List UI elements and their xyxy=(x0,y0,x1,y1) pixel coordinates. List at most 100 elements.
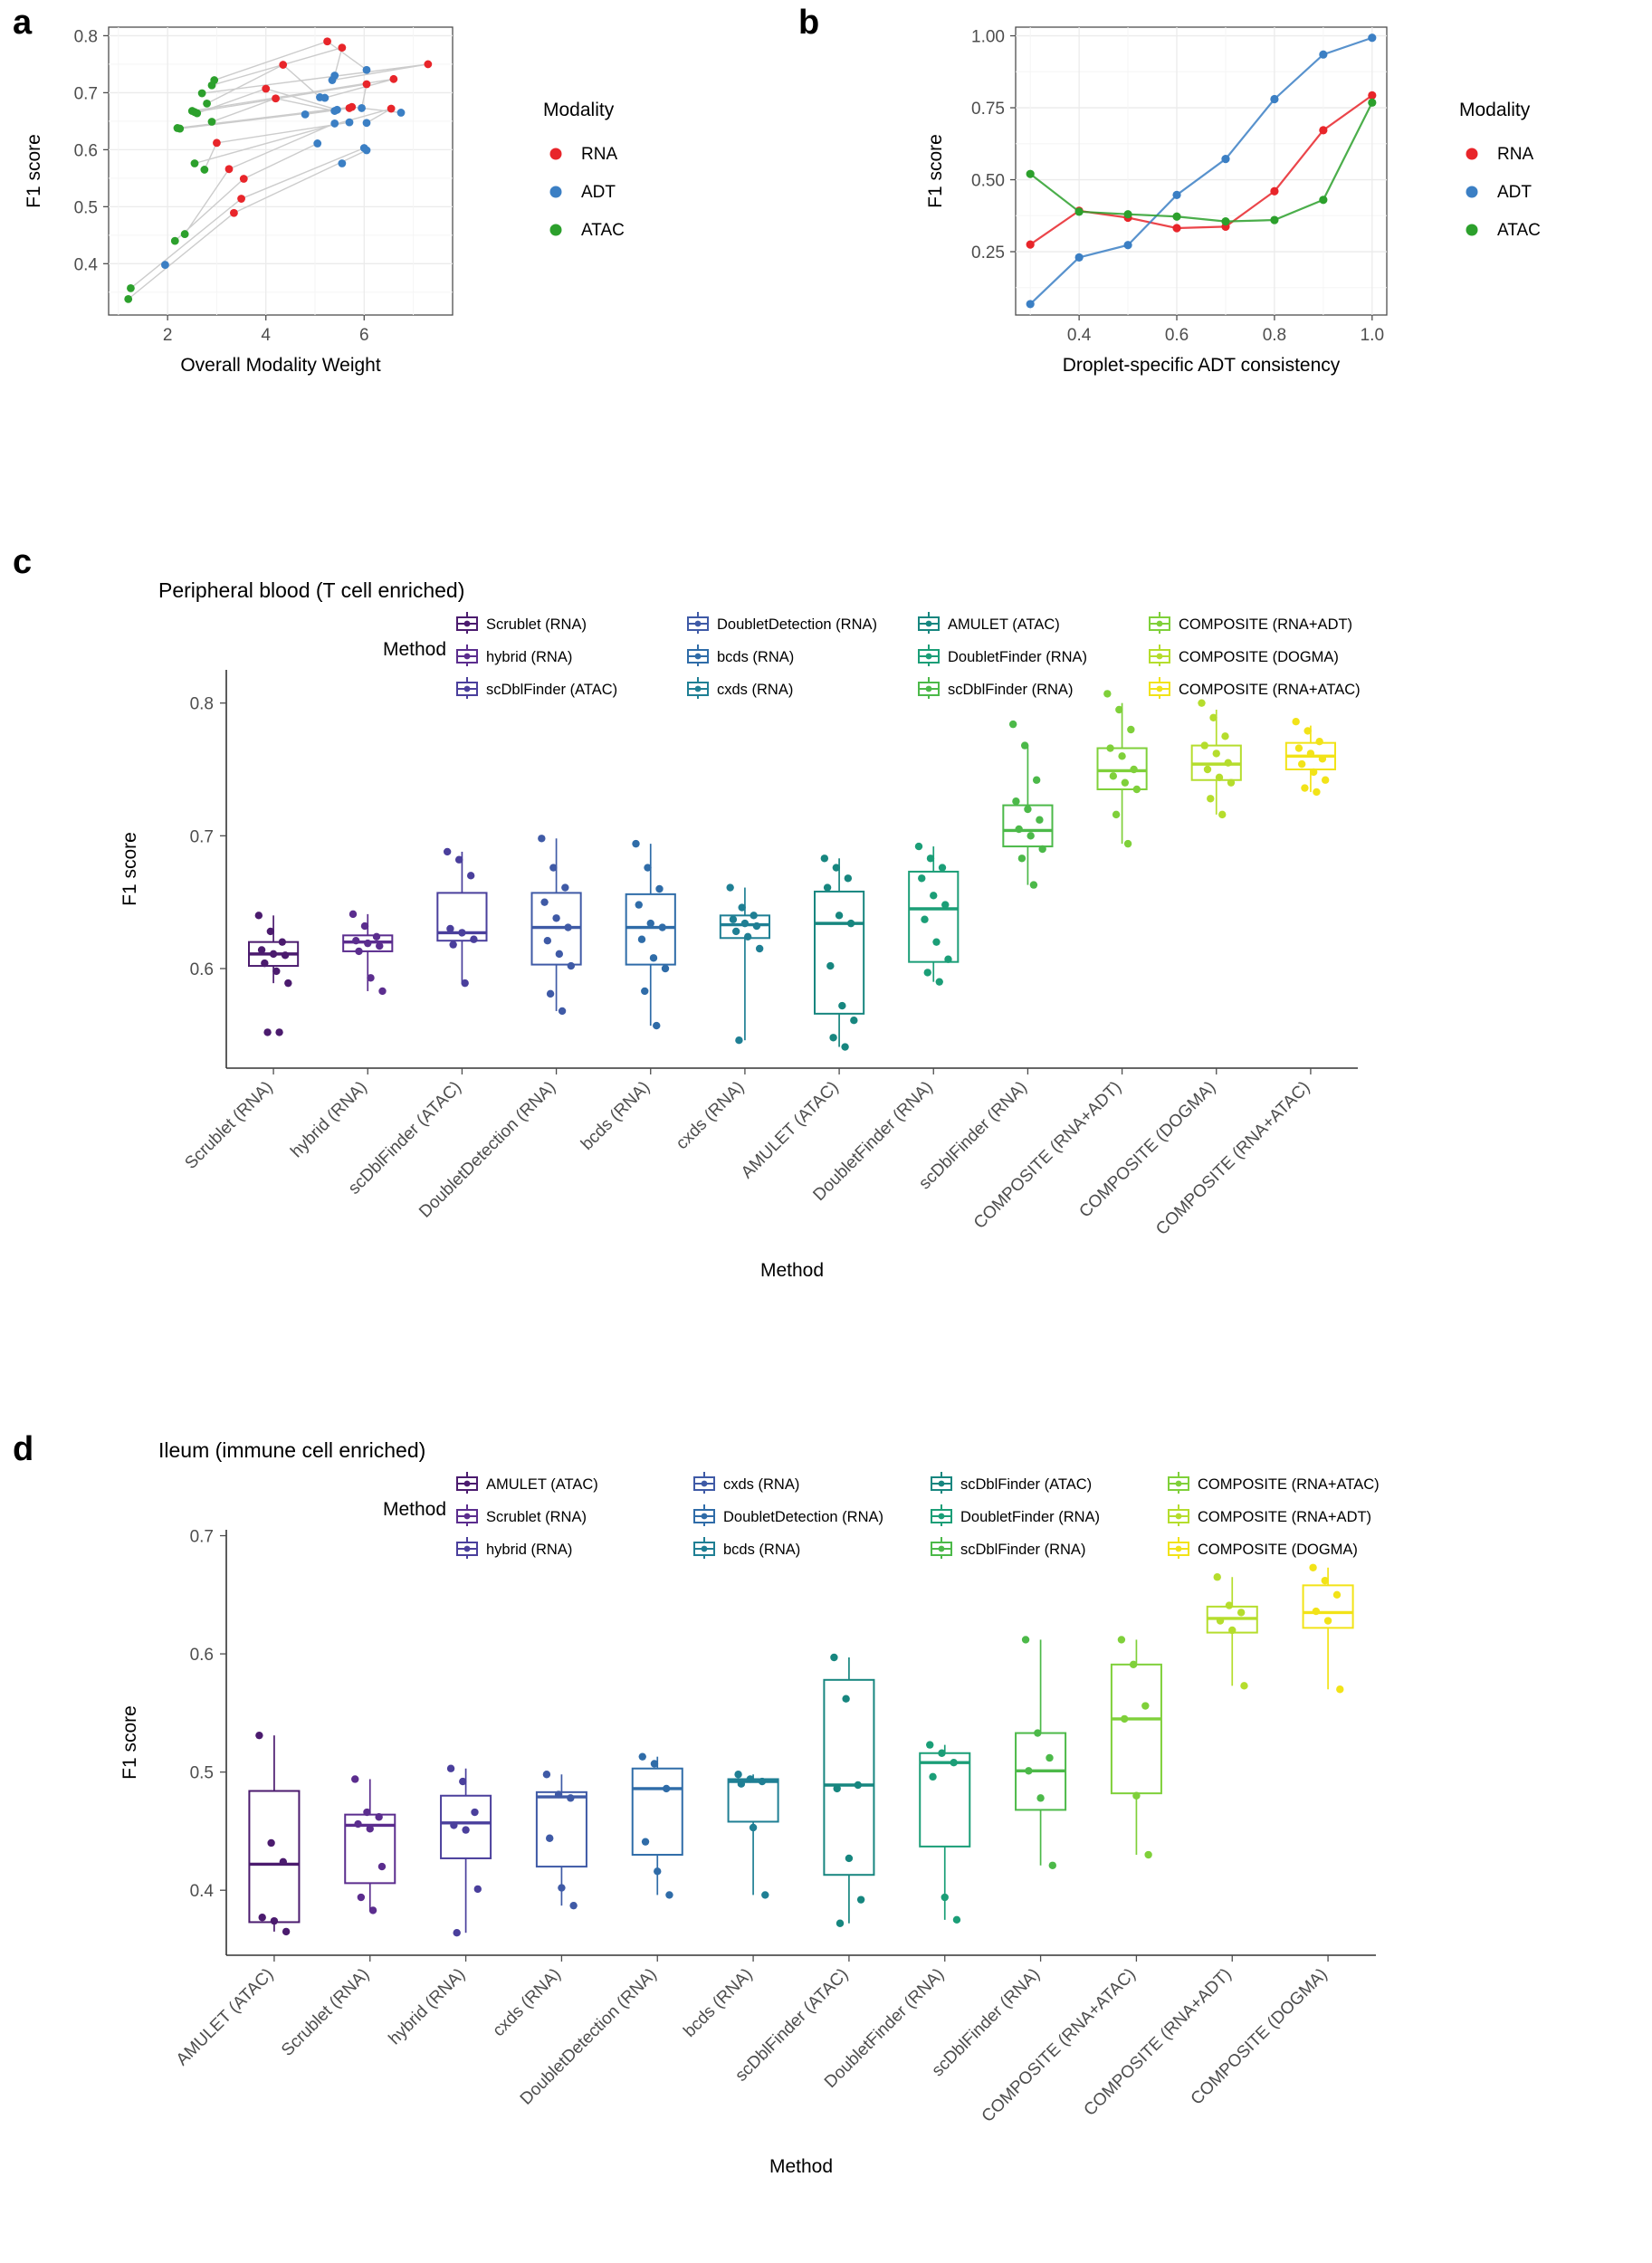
boxplot-group xyxy=(625,839,676,1030)
jitter-point xyxy=(461,979,469,988)
jitter-point xyxy=(1303,727,1312,735)
legend-point xyxy=(463,685,471,692)
jitter-point xyxy=(1121,1714,1129,1724)
jitter-point xyxy=(1132,785,1141,794)
jitter-point xyxy=(453,1928,461,1937)
y-tick-label: 0.25 xyxy=(971,243,1005,263)
line-atac xyxy=(1029,101,1373,223)
jitter-point xyxy=(564,923,572,931)
jitter-point xyxy=(1213,1573,1221,1581)
data-point-rna xyxy=(389,74,398,83)
data-point-atac xyxy=(200,166,209,174)
jitter-point xyxy=(1012,797,1020,806)
legend-point xyxy=(463,1513,471,1520)
boxplot-group xyxy=(814,855,865,1051)
jitter-point xyxy=(1117,1636,1126,1644)
data-point-adt xyxy=(362,119,371,128)
jitter-point xyxy=(1144,1850,1152,1859)
y-tick-label: 0.5 xyxy=(74,198,98,217)
legend-point xyxy=(938,1545,945,1552)
legend-label: DoubletDetection (RNA) xyxy=(717,616,877,633)
jitter-point xyxy=(1123,839,1132,848)
y-axis-title: F1 score xyxy=(24,134,44,208)
jitter-point xyxy=(1024,805,1032,814)
jitter-point xyxy=(1130,765,1138,774)
legend-label: bcds (RNA) xyxy=(723,1542,800,1558)
jitter-point xyxy=(368,1906,377,1914)
legend-label: hybrid (RNA) xyxy=(486,649,572,665)
boxplot-group xyxy=(436,847,488,988)
x-tick-label: 0.4 xyxy=(1067,326,1092,345)
x-tick-label: COMPOSITE (RNA+ATAC) xyxy=(979,1965,1140,2126)
panel-d-letter: d xyxy=(13,1430,34,1468)
data-point-adt xyxy=(328,76,337,84)
data-point-adt xyxy=(1172,190,1181,199)
boxplot-group xyxy=(919,1741,971,1924)
jitter-point xyxy=(443,847,452,856)
jitter-point xyxy=(546,989,555,998)
jitter-point xyxy=(752,921,761,931)
jitter-point xyxy=(1309,1563,1317,1571)
boxplot-group xyxy=(530,835,582,1016)
jitter-point xyxy=(929,1772,937,1781)
jitter-point xyxy=(1312,1607,1321,1616)
jitter-point xyxy=(1103,690,1112,698)
data-point-atac xyxy=(1026,169,1035,178)
boxplot-group xyxy=(1002,720,1054,889)
box xyxy=(908,870,960,963)
jitter-point xyxy=(832,864,841,872)
jitter-point xyxy=(926,1741,934,1749)
legend-label: bcds (RNA) xyxy=(717,649,794,665)
legend-point xyxy=(1175,1513,1182,1520)
jitter-point xyxy=(459,1777,467,1786)
jitter-point xyxy=(1025,1767,1033,1775)
panel-c-letter: c xyxy=(13,543,33,581)
boxplot-group xyxy=(1110,1636,1162,1859)
jitter-point xyxy=(282,1927,291,1936)
legend-label: COMPOSITE (DOGMA) xyxy=(1198,1542,1358,1558)
legend-title: Method xyxy=(383,639,446,660)
legend-key xyxy=(1149,612,1170,634)
jitter-point xyxy=(1048,1861,1056,1869)
jitter-point xyxy=(1321,776,1330,784)
data-point-rna xyxy=(323,37,331,46)
y-tick-label: 0.8 xyxy=(74,27,98,46)
x-tick-label: cxds (RNA) xyxy=(673,1078,749,1154)
x-tick-label: hybrid (RNA) xyxy=(287,1078,370,1161)
jitter-point xyxy=(1309,768,1318,777)
legend-key xyxy=(1168,1537,1189,1559)
data-point-atac xyxy=(197,89,206,98)
jitter-point xyxy=(554,1790,563,1799)
jitter-point xyxy=(378,987,387,996)
x-axis-title: Method xyxy=(760,1260,824,1281)
jitter-point xyxy=(950,1758,958,1767)
jitter-point xyxy=(266,927,275,936)
panel-d-chart: Ileum (immune cell enriched) Method AMULET… xyxy=(119,1438,1380,2177)
jitter-point xyxy=(561,883,569,892)
jitter-point xyxy=(1336,1685,1344,1694)
jitter-point xyxy=(1121,778,1130,787)
data-point-rna xyxy=(224,165,234,174)
jitter-point xyxy=(638,1752,646,1761)
legend-key xyxy=(456,1504,478,1526)
jitter-point xyxy=(835,912,844,920)
jitter-point xyxy=(850,1017,858,1025)
jitter-point xyxy=(655,884,664,893)
jitter-point xyxy=(653,1021,661,1030)
jitter-point xyxy=(841,1043,849,1051)
legend-point xyxy=(701,1480,708,1487)
data-point-rna xyxy=(1368,91,1377,100)
y-tick-label: 0.50 xyxy=(971,172,1005,191)
data-point-adt xyxy=(396,109,406,117)
data-point-rna xyxy=(230,208,238,217)
jitter-point xyxy=(1306,750,1315,758)
y-axis-title: F1 score xyxy=(119,832,140,906)
legend-key xyxy=(931,1537,952,1559)
boxplot-group xyxy=(535,1771,587,1910)
jitter-point xyxy=(650,1760,659,1768)
jitter-point xyxy=(735,1036,743,1045)
jitter-point xyxy=(1115,705,1123,714)
legend-label: scDblFinder (ATAC) xyxy=(486,682,617,698)
jitter-point xyxy=(354,1819,362,1829)
data-point-adt xyxy=(1221,155,1230,164)
